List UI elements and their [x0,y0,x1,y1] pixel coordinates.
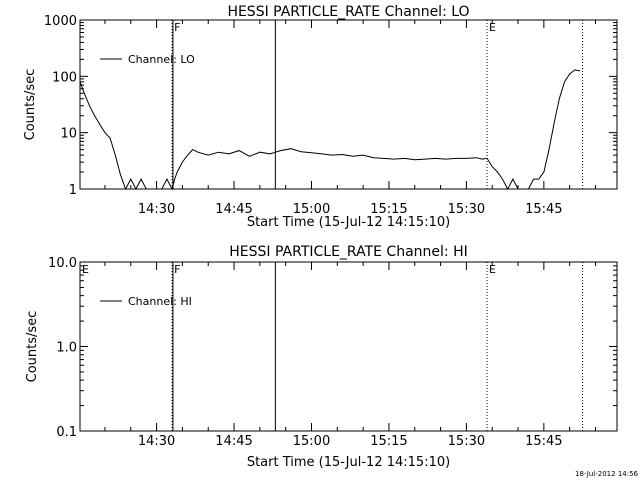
x-tick-label: 14:45 [215,434,252,449]
x-tick-label: 15:00 [293,434,330,449]
marker-label: F [174,21,180,34]
y-tick-label: 10.0 [48,256,77,271]
y-axis-label: Counts/sec [23,69,38,141]
series-line [79,69,581,191]
chart-title: HESSI PARTICLE_RATE Channel: HI [229,244,467,260]
y-tick-label: 0.1 [56,425,77,440]
x-tick-label: 15:30 [448,202,485,217]
legend-entry: Channel: LO [128,53,195,66]
x-tick-label: 15:15 [370,434,407,449]
plot-frame [79,261,618,432]
x-tick-label: 14:30 [138,434,175,449]
x-tick-label: 15:15 [370,202,407,217]
plot-frame [79,19,618,190]
y-tick-label: 1000 [44,14,77,29]
marker-label: E [82,263,89,276]
footer-timestamp: 18-Jul-2012 14:56 [575,470,639,478]
chart-lo-channel: HESSI PARTICLE_RATE Channel: LO 14:30 14:4… [23,4,618,230]
legend-entry: Channel: HI [128,295,192,308]
y-tick-label: 1.0 [56,341,77,356]
y-tick-label: 100 [52,70,77,85]
chart-hi-channel: HESSI PARTICLE_RATE Channel: HI 14:30 14:4… [25,244,618,470]
x-tick-label: 15:45 [525,202,562,217]
y-tick-label: 1 [69,183,77,198]
y-axis-label: Counts/sec [25,311,40,383]
x-axis-label: Start Time (15-Jul-12 14:15:10) [247,215,450,230]
x-tick-label: 15:30 [448,434,485,449]
marker-label: E [489,263,496,276]
x-tick-label: 14:45 [215,202,252,217]
x-tick-label: 15:00 [293,202,330,217]
marker-label: F [174,263,180,276]
y-tick-label: 10 [60,127,77,142]
marker-label: E [489,21,496,34]
x-axis-label: Start Time (15-Jul-12 14:15:10) [247,455,450,470]
chart-title: HESSI PARTICLE_RATE Channel: LO [227,4,469,20]
x-tick-label: 15:45 [525,434,562,449]
x-tick-label: 14:30 [138,202,175,217]
